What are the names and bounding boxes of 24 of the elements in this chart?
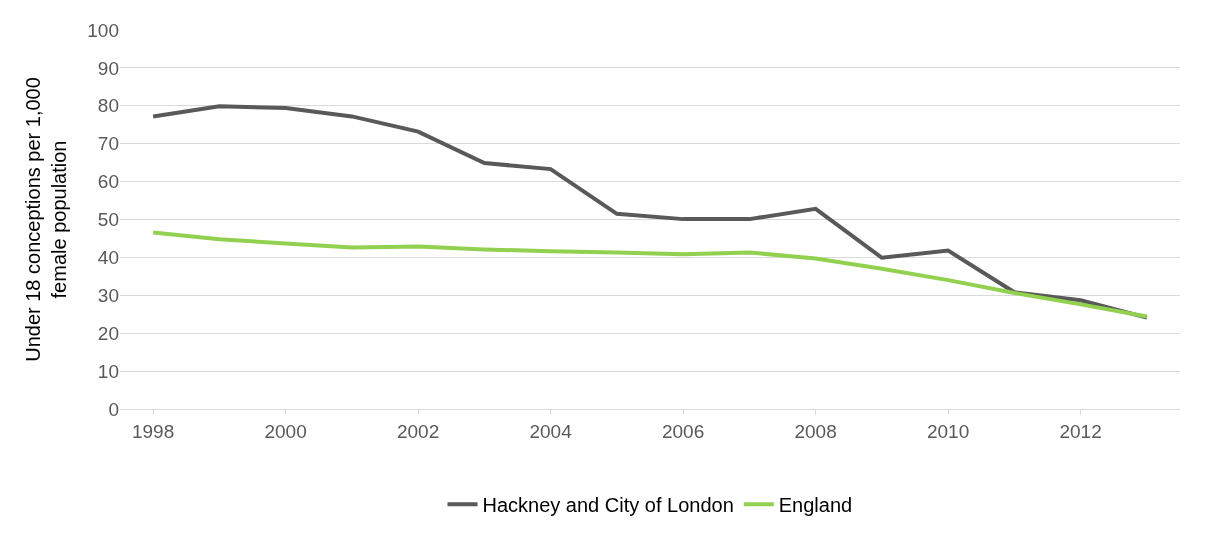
y-tick-label: 0	[108, 398, 119, 420]
y-tick-label: 70	[97, 133, 119, 155]
y-tick-label: 30	[97, 284, 119, 306]
x-tick-label: 2010	[926, 420, 970, 442]
line-series	[151, 104, 1149, 320]
y-tick-label: 20	[97, 322, 119, 344]
y-tick-label: 60	[97, 171, 119, 193]
y-axis-title: Under 18 conceptions per 1,000 female population	[21, 77, 70, 362]
x-tick-label: 2012	[1059, 420, 1102, 442]
x-tick-label: 1998	[131, 420, 175, 442]
x-tick-label: 2004	[529, 420, 573, 442]
x-tick-label: 2006	[661, 420, 705, 442]
legend-label: Hackney and City of London	[482, 494, 734, 517]
x-tick-label: 2002	[396, 420, 440, 442]
x-tick-label: 2008	[794, 420, 837, 442]
y-tick-label: 50	[97, 209, 119, 231]
y-tick-label: 100	[87, 19, 119, 41]
y-tick-label: 80	[97, 95, 119, 117]
x-tick-label: 2000	[264, 420, 307, 442]
y-tick-label: 40	[97, 247, 119, 269]
y-tick-label: 10	[97, 360, 119, 382]
line-series	[151, 230, 1149, 319]
y-tick-label: 90	[97, 57, 119, 79]
legend-label: England	[778, 494, 853, 517]
